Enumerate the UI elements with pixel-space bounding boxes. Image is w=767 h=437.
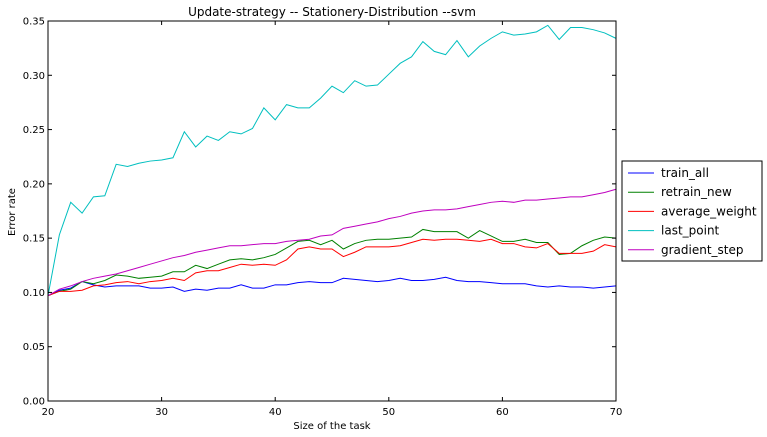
chart-title: Update-strategy -- Stationery-Distributi… [188, 5, 476, 19]
legend: train_all retrain_new average_weight last_p… [621, 160, 763, 262]
series-line-retrain-new [47, 228, 617, 297]
x-axis-label: Size of the task [293, 421, 370, 432]
plot-frame [47, 20, 617, 402]
legend-label: retrain_new [661, 185, 732, 199]
y-tick-label: 0.10 [23, 288, 45, 299]
legend-label: last_point [661, 224, 720, 238]
x-tick-label: 40 [269, 407, 282, 418]
y-tick-label: 0.25 [23, 125, 45, 136]
y-tick-label: 0.00 [23, 397, 45, 408]
x-tick-label: 50 [382, 407, 395, 418]
y-tick-label: 0.35 [23, 17, 45, 28]
y-axis-label: Error rate [7, 188, 18, 236]
axis-ticks: 20 30 40 50 60 70 0.00 0.05 0.10 0.15 0.20 0.25 0.30… [23, 17, 623, 419]
series-line-average-weight [47, 238, 617, 297]
x-tick-label: 60 [496, 407, 509, 418]
y-tick-label: 0.05 [23, 342, 45, 353]
x-tick-label: 20 [42, 407, 55, 418]
series-layer [47, 24, 617, 297]
series-line-last-point [47, 24, 617, 296]
y-tick-label: 0.30 [23, 71, 45, 82]
x-tick-label: 30 [155, 407, 168, 418]
series-line-gradient-step [47, 188, 617, 297]
legend-label: train_all [661, 166, 709, 180]
x-tick-label: 70 [610, 407, 623, 418]
y-tick-label: 0.15 [23, 234, 45, 245]
series-line-train-all [47, 276, 617, 297]
legend-label: gradient_step [661, 243, 744, 257]
y-tick-label: 0.20 [23, 179, 45, 190]
legend-label: average_weight [661, 204, 757, 218]
